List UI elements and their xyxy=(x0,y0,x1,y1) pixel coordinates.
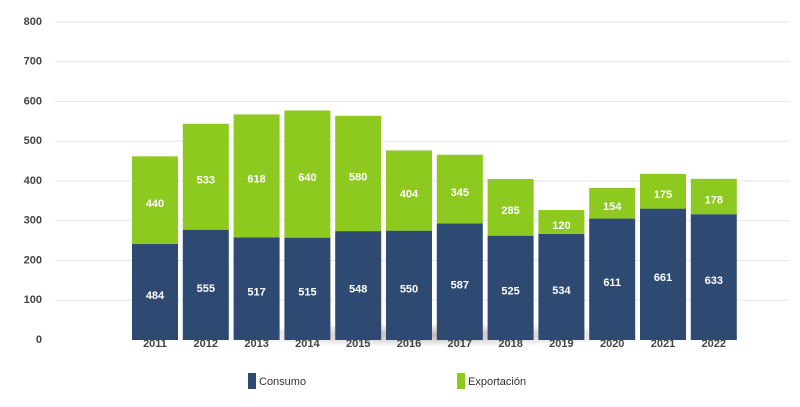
data-label: 618 xyxy=(247,174,265,186)
y-tick-label: 500 xyxy=(24,135,42,147)
y-tick-label: 0 xyxy=(36,334,42,346)
data-label: 440 xyxy=(146,198,164,210)
data-label: 555 xyxy=(197,283,215,295)
data-label: 154 xyxy=(603,201,622,213)
bar-segment xyxy=(640,173,686,209)
data-label: 548 xyxy=(349,283,367,295)
bar-segment xyxy=(335,115,382,232)
x-tick-label: 2018 xyxy=(498,338,522,350)
bar-segment xyxy=(386,150,432,231)
bar-segment xyxy=(538,233,585,340)
y-tick-label: 400 xyxy=(24,175,42,187)
data-label: 404 xyxy=(400,188,419,200)
x-tick-label: 2013 xyxy=(244,338,268,350)
bar-segment xyxy=(436,154,483,224)
x-tick-label: 2015 xyxy=(346,338,370,350)
x-tick-label: 2011 xyxy=(143,338,167,350)
legend-label: Exportación xyxy=(468,376,526,388)
bar-segment xyxy=(589,187,636,219)
y-tick-label: 800 xyxy=(24,16,42,28)
y-tick-label: 200 xyxy=(24,254,42,266)
bar-segment xyxy=(487,235,534,340)
x-tick-label: 2021 xyxy=(651,338,675,350)
bar-segment xyxy=(233,237,280,340)
bar-segment xyxy=(335,231,382,340)
data-label: 515 xyxy=(298,287,316,299)
data-label: 525 xyxy=(501,286,519,298)
x-tick-label: 2017 xyxy=(448,338,472,350)
x-tick-label: 2014 xyxy=(295,338,320,350)
data-label: 533 xyxy=(197,175,215,187)
y-tick-label: 600 xyxy=(24,95,42,107)
data-label: 285 xyxy=(501,205,519,217)
data-label: 120 xyxy=(552,220,570,232)
data-label: 640 xyxy=(298,172,316,184)
y-tick-label: 700 xyxy=(24,56,42,68)
data-label: 517 xyxy=(247,287,265,299)
data-label: 345 xyxy=(451,187,469,199)
x-tick-label: 2022 xyxy=(702,338,726,350)
legend-label: Consumo xyxy=(259,376,306,388)
x-tick-label: 2020 xyxy=(600,338,624,350)
bar-segment xyxy=(132,156,178,244)
y-tick-label: 100 xyxy=(24,294,42,306)
bar-segment xyxy=(182,229,229,340)
bar-segment xyxy=(589,218,636,340)
data-label: 633 xyxy=(705,275,723,287)
data-label: 175 xyxy=(654,189,672,201)
y-tick-label: 300 xyxy=(24,215,42,227)
x-tick-label: 2012 xyxy=(194,338,218,350)
bar-segment xyxy=(690,214,737,340)
legend-swatch xyxy=(457,373,465,389)
data-label: 611 xyxy=(603,277,621,289)
bar-segment xyxy=(132,243,178,340)
data-label: 550 xyxy=(400,283,418,295)
bar-segment xyxy=(233,114,280,238)
bar-segment xyxy=(436,223,483,340)
data-label: 661 xyxy=(654,272,672,284)
bar-segment xyxy=(487,179,534,236)
bar-segment xyxy=(284,110,331,238)
bar-segment xyxy=(538,210,585,234)
data-label: 534 xyxy=(552,285,571,297)
data-label: 580 xyxy=(349,171,367,183)
bar-segment xyxy=(690,178,737,215)
bar-segment xyxy=(386,230,432,340)
data-label: 484 xyxy=(146,290,165,302)
x-tick-label: 2016 xyxy=(397,338,421,350)
bar-segment xyxy=(640,208,686,340)
bar-segment xyxy=(284,237,331,340)
bar-segment xyxy=(182,123,229,230)
data-label: 587 xyxy=(451,280,469,292)
legend-swatch xyxy=(248,373,256,389)
x-tick-label: 2019 xyxy=(549,338,573,350)
data-label: 178 xyxy=(705,194,723,206)
